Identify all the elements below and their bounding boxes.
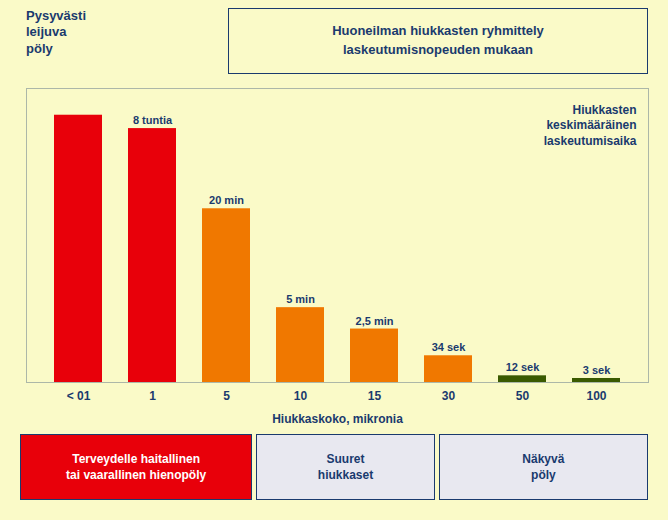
- html-text:Terveydelle haitallinen tai va: Terveydelle haitallinen tai vaarallinen …: [66, 451, 207, 482]
- svg-text:5: 5: [223, 389, 230, 403]
- svg-text:20 min: 20 min: [209, 194, 244, 206]
- svg-text:12 sek: 12 sek: [506, 361, 541, 373]
- svg-text:Hiukkastenkeskimääräinenlaskeu: Hiukkastenkeskimääräinenlaskeutumisaika: [544, 103, 637, 148]
- svg-text:15: 15: [368, 389, 382, 403]
- svg-text:34 sek: 34 sek: [432, 341, 467, 353]
- svg-text:50: 50: [516, 389, 530, 403]
- html-text:Suuret hiukkaset: Suuret hiukkaset: [317, 451, 374, 482]
- html-text:Pysyvästi leijuva pöly: Pysyvästi leijuva pöly: [26, 8, 86, 56]
- html-text:Huoneilman hiukkasten ryhmitte: Huoneilman hiukkasten ryhmittely laskeut…: [332, 23, 544, 57]
- svg-text:3 sek: 3 sek: [583, 364, 611, 376]
- html-text:Näkyvä pöly: Näkyvä pöly: [522, 451, 565, 482]
- svg-text:Hiukkaskoko, mikronia: Hiukkaskoko, mikronia: [272, 412, 403, 426]
- svg-text:2,5 min: 2,5 min: [356, 315, 394, 327]
- svg-text:5 min: 5 min: [286, 293, 315, 305]
- svg-text:100: 100: [586, 389, 606, 403]
- svg-text:30: 30: [442, 389, 456, 403]
- svg-text:1: 1: [149, 389, 156, 403]
- svg-text:8 tuntia: 8 tuntia: [133, 114, 173, 126]
- svg-text:< 01: < 01: [67, 389, 91, 403]
- svg-text:10: 10: [294, 389, 308, 403]
